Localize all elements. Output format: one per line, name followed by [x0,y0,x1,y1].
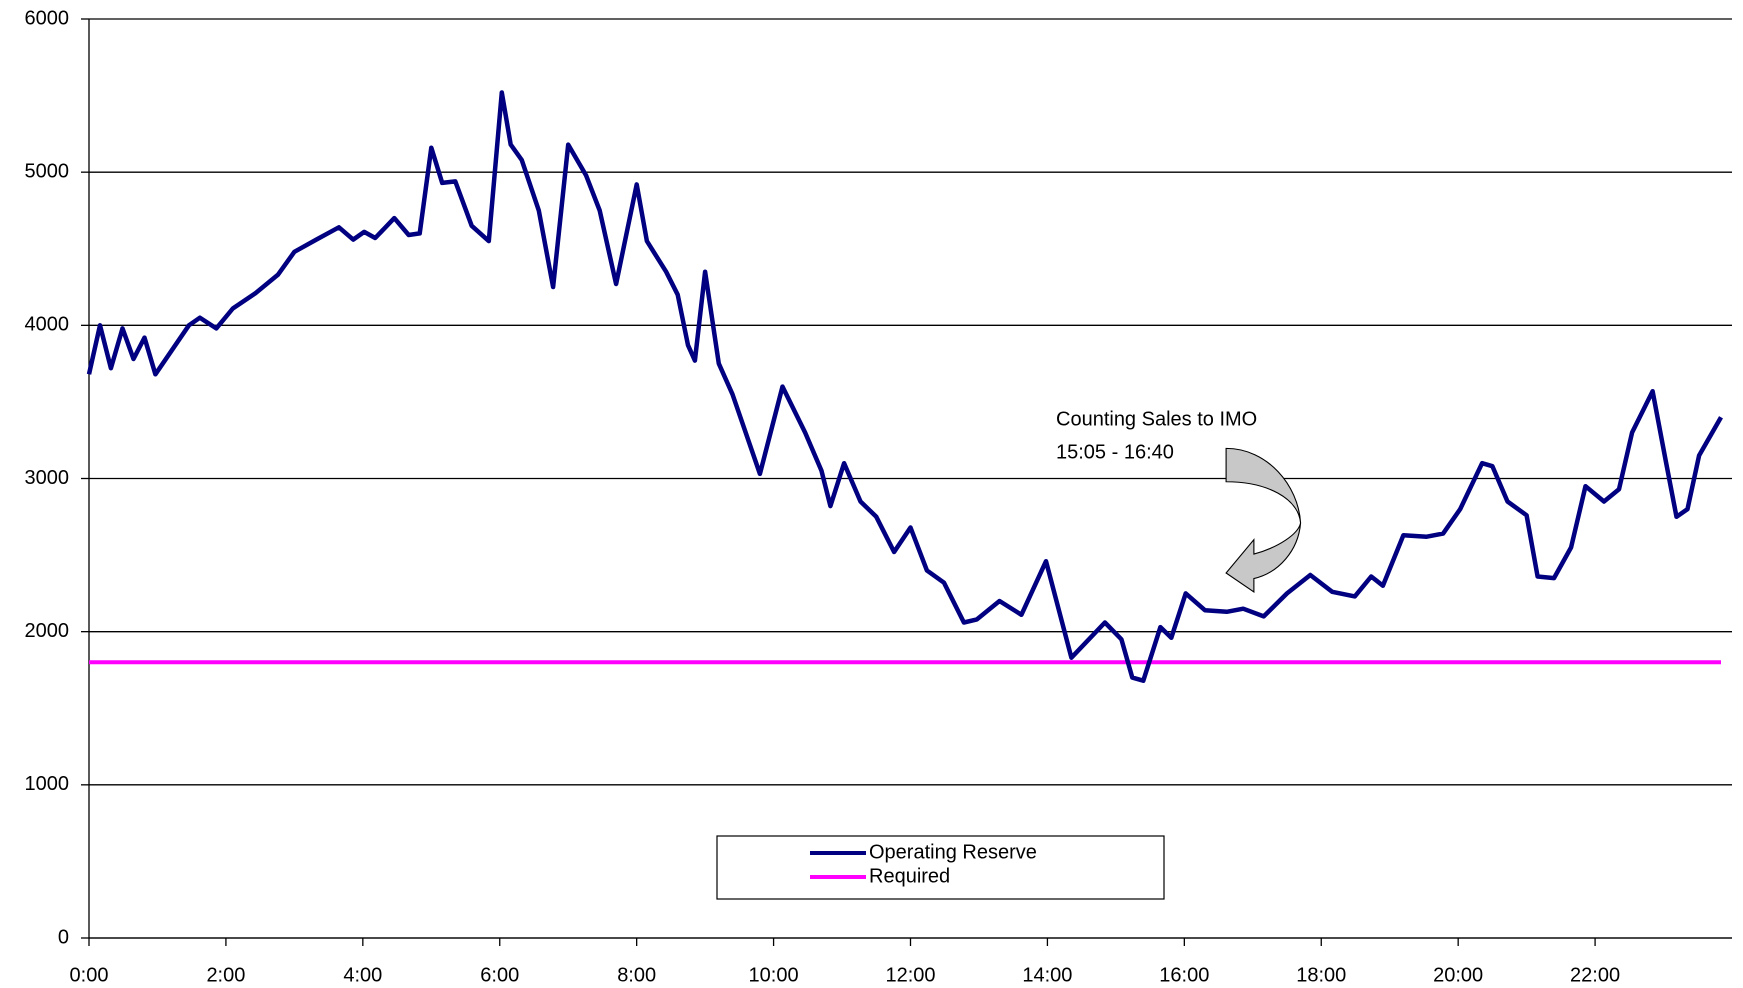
y-tick-label: 5000 [25,160,70,182]
annotation: Counting Sales to IMO [1056,408,1257,430]
legend-label: Operating Reserve [869,841,1037,863]
annotation: 15:05 - 16:40 [1056,441,1174,463]
legend-label: Required [869,865,950,887]
x-tick-label: 16:00 [1159,964,1209,986]
x-tick-label: 0:00 [70,964,109,986]
annotation-arrow [1225,447,1302,593]
y-tick-label: 2000 [25,620,70,642]
x-tick-label: 6:00 [480,964,519,986]
x-tick-label: 18:00 [1296,964,1346,986]
x-tick-label: 20:00 [1433,964,1483,986]
y-tick-label: 0 [58,926,69,948]
y-tick-label: 1000 [25,773,70,795]
x-tick-label: 8:00 [617,964,656,986]
x-tick-label: 4:00 [343,964,382,986]
y-tick-label: 4000 [25,314,70,336]
series-line [86,90,1723,683]
x-tick-label: 12:00 [885,964,935,986]
x-tick-label: 14:00 [1022,964,1072,986]
y-tick-label: 3000 [25,467,70,489]
x-tick-label: 2:00 [206,964,245,986]
y-tick-label: 6000 [25,7,70,29]
x-tick-label: 10:00 [749,964,799,986]
x-tick-label: 22:00 [1570,964,1620,986]
arrow [1225,447,1302,593]
legend [716,835,1165,900]
